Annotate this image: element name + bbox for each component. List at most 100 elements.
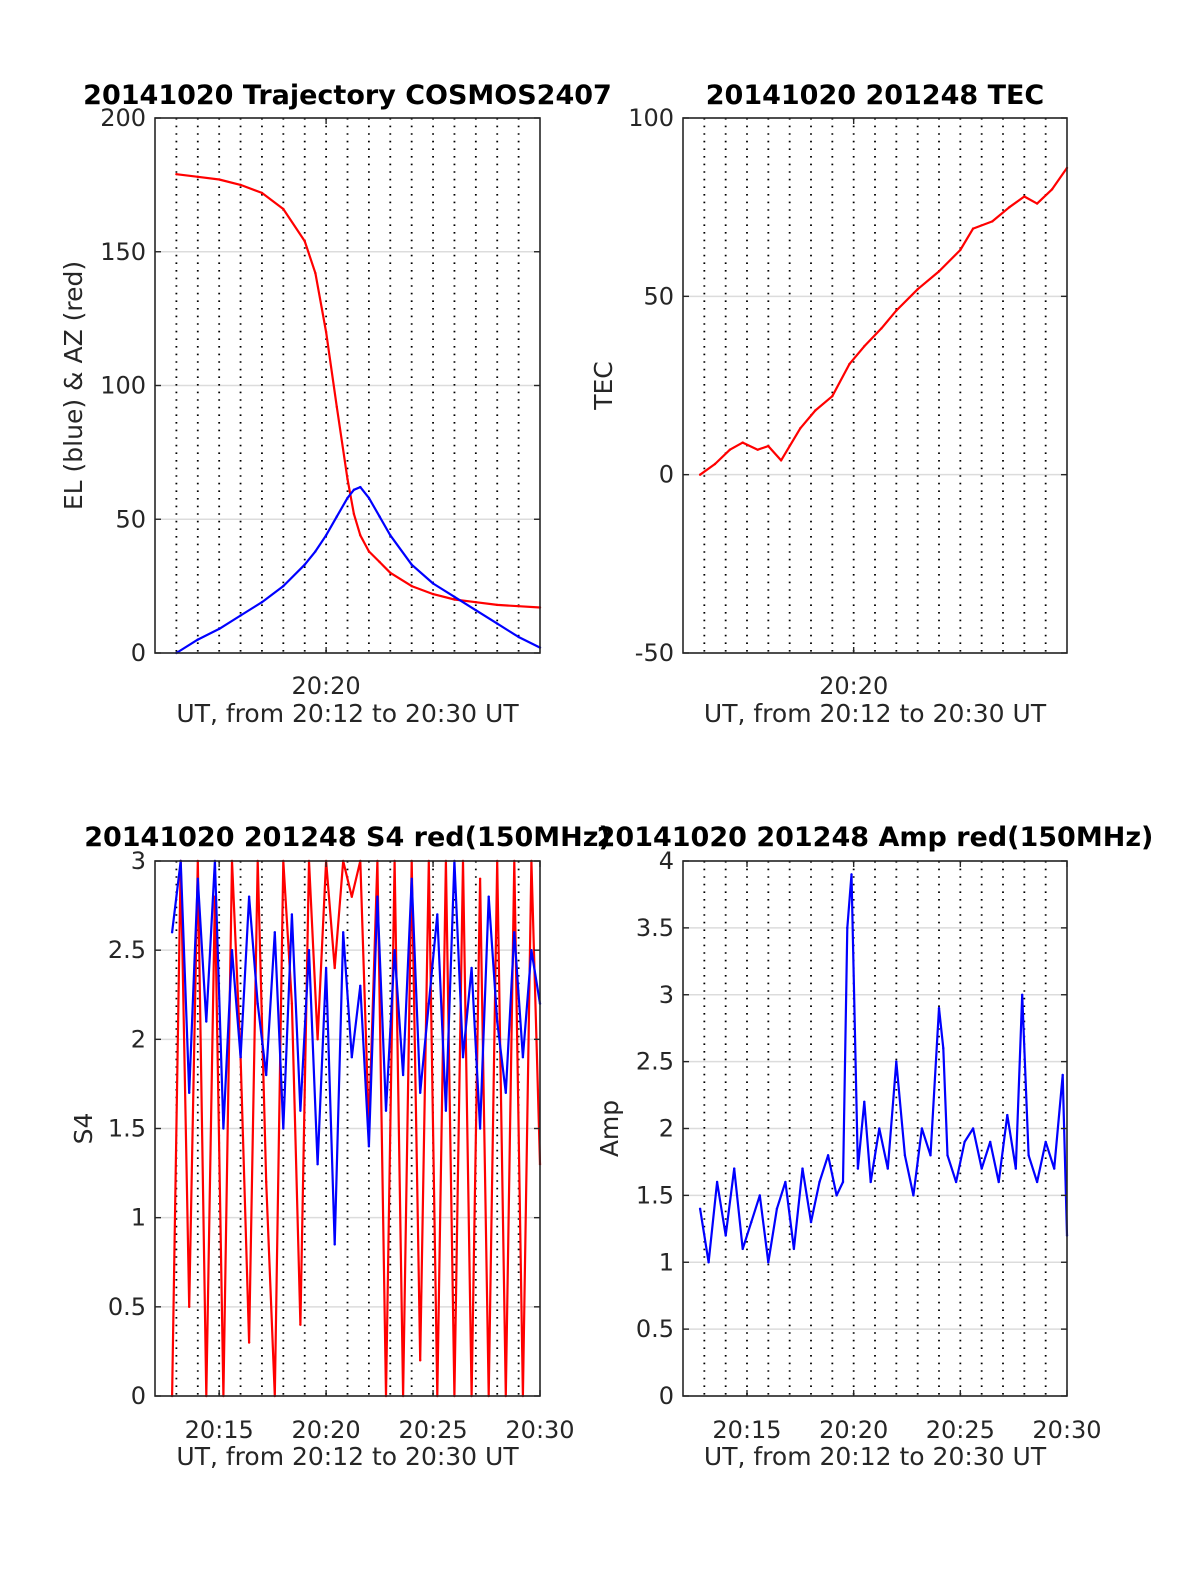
data-point [419,1359,422,1362]
y-tick-label: 0 [659,1382,674,1410]
data-point [205,1020,208,1023]
data-point [698,1207,702,1211]
data-point [504,1091,507,1095]
data-point [316,1163,319,1166]
data-point [196,638,199,641]
data-point [848,362,851,366]
data-point [247,895,251,898]
data-point [530,949,533,952]
data-point [991,220,994,223]
data-point [846,926,849,930]
data-point [478,1127,482,1130]
y-tick-label: 0 [659,461,674,489]
y-tick-label: 200 [100,104,146,132]
data-point [431,592,435,596]
data-point [427,1002,430,1005]
data-point [767,1261,770,1264]
data-point [814,409,817,412]
y-tick-label: 0 [131,1382,146,1410]
data-point [316,1038,319,1041]
data-point [307,949,311,952]
x-tick-label: 20:15 [185,1416,254,1444]
data-point [1035,202,1039,205]
data-point [741,1247,744,1251]
data-point [444,1109,448,1112]
data-point [886,1167,889,1170]
y-tick-label: 0.5 [636,1315,674,1343]
data-point [196,877,199,880]
data-point [256,1002,259,1005]
data-point [378,560,381,564]
data-point [282,207,285,211]
x-tick-label: 20:30 [1032,1416,1101,1444]
data-point [335,515,338,518]
data-point [222,1127,225,1130]
series-line-1 [171,859,542,1398]
x-tick-label: 20:20 [292,1416,361,1444]
data-point [724,1234,727,1237]
data-point [389,534,392,537]
y-tick-label: 1.5 [108,1115,146,1143]
data-point [290,913,294,916]
data-point [333,1243,336,1246]
data-point [453,598,456,601]
data-point [869,1180,872,1184]
data-point [880,327,883,330]
data-point [733,1167,736,1170]
data-point [895,309,898,312]
data-point [878,1127,881,1130]
data-point [303,239,306,243]
data-point [346,477,349,481]
data-point [260,191,264,195]
data-point [818,1180,821,1184]
data-point [367,1145,371,1148]
y-axis-label: Amp [595,1100,624,1157]
data-point [513,931,516,934]
data-point [367,550,371,553]
data-point [779,459,783,462]
data-point [784,1180,787,1184]
x-tick-label: 20:20 [292,672,361,700]
data-point [335,405,338,409]
data-point [282,1127,285,1130]
data-point [384,1109,388,1112]
data-point [367,496,371,500]
x-tick-label: 20:15 [712,1416,781,1444]
data-point [1008,206,1011,209]
data-point [713,462,717,466]
data-point [1061,1073,1064,1077]
data-point [856,1167,860,1170]
data-point [831,395,834,398]
data-point [239,1056,242,1059]
data-point [895,1060,898,1063]
chart-title: 20141020 201248 S4 red(150MHz) [84,822,611,853]
data-point [863,1100,866,1104]
data-point [1006,1113,1009,1117]
data-point [196,175,199,178]
y-tick-label: 1 [659,1248,674,1276]
data-point [410,877,413,880]
axes-box [682,117,1068,654]
data-point [741,441,744,444]
x-tick-label: 20:25 [398,1416,467,1444]
data-point [346,496,349,500]
data-point [260,601,264,604]
data-point [517,635,520,639]
chart-panel-1: 0 50 100 150 200 20:20 20141020 Trajectory COS… [59,80,612,728]
chart-panel-4: 0 0.5 1 1.5 2 2.5 3 3.5 4 20:15 20:20 20:25 20:30 201… [595,822,1153,1471]
data-point [496,1020,499,1023]
series-line-2 [171,859,542,1246]
chart-title: 20141020 201248 TEC [706,80,1045,111]
data-point [265,1073,268,1077]
chart-panel-2: -50 0 50 100 20:20 20141020 201248 TEC UT, fro… [589,80,1069,728]
data-point [359,984,362,987]
data-point [247,1341,251,1344]
data-point [453,595,456,598]
data-point [188,1305,191,1309]
y-tick-label: 2 [131,1025,146,1053]
data-point [1035,1180,1039,1184]
data-point [359,534,362,537]
data-point [218,178,221,181]
data-point [474,601,477,604]
data-point [352,488,356,491]
